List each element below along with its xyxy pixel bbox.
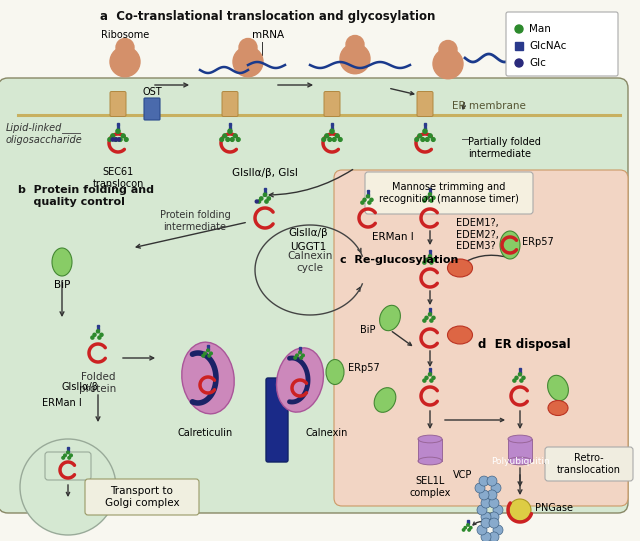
- Text: Calnexin: Calnexin: [305, 428, 348, 438]
- FancyBboxPatch shape: [417, 91, 433, 116]
- Bar: [418, 439, 442, 461]
- Circle shape: [415, 137, 419, 141]
- Circle shape: [257, 200, 260, 203]
- Circle shape: [477, 525, 487, 535]
- Circle shape: [204, 352, 206, 355]
- Circle shape: [98, 336, 101, 339]
- Bar: [515, 42, 523, 50]
- Bar: [97, 328, 99, 330]
- Circle shape: [423, 379, 426, 382]
- Circle shape: [294, 357, 296, 359]
- Circle shape: [423, 199, 426, 202]
- Circle shape: [433, 49, 463, 79]
- Text: Glc: Glc: [529, 58, 546, 68]
- Circle shape: [431, 137, 435, 141]
- Ellipse shape: [548, 400, 568, 415]
- Bar: [429, 191, 431, 193]
- Circle shape: [418, 134, 422, 137]
- Circle shape: [116, 38, 134, 56]
- Circle shape: [487, 490, 497, 500]
- Ellipse shape: [500, 231, 520, 259]
- Text: SEL1L
complex: SEL1L complex: [410, 476, 451, 498]
- Bar: [97, 325, 99, 327]
- FancyBboxPatch shape: [110, 91, 126, 116]
- Circle shape: [518, 373, 522, 376]
- Text: GlsIIα/β: GlsIIα/β: [61, 382, 99, 392]
- Circle shape: [118, 137, 122, 141]
- Circle shape: [220, 137, 223, 141]
- Circle shape: [468, 529, 470, 531]
- Circle shape: [111, 134, 115, 137]
- Circle shape: [111, 138, 115, 141]
- Ellipse shape: [326, 360, 344, 385]
- Circle shape: [108, 137, 111, 141]
- Circle shape: [330, 129, 334, 133]
- Circle shape: [477, 505, 487, 515]
- Text: ER membrane: ER membrane: [452, 101, 526, 111]
- Text: OST: OST: [142, 87, 162, 97]
- Circle shape: [432, 258, 435, 261]
- Text: Man: Man: [529, 24, 551, 34]
- Circle shape: [299, 351, 301, 354]
- Circle shape: [100, 333, 103, 337]
- Text: Retro-
translocation: Retro- translocation: [557, 453, 621, 475]
- FancyBboxPatch shape: [545, 447, 633, 481]
- Circle shape: [110, 47, 140, 77]
- Circle shape: [428, 373, 431, 376]
- Circle shape: [322, 137, 326, 141]
- Circle shape: [202, 354, 205, 357]
- Circle shape: [520, 379, 523, 382]
- Bar: [264, 188, 266, 190]
- Bar: [228, 123, 231, 126]
- Bar: [424, 127, 426, 130]
- Text: ERp57: ERp57: [348, 363, 380, 373]
- Ellipse shape: [447, 326, 472, 344]
- Bar: [67, 450, 69, 452]
- Text: d  ER disposal: d ER disposal: [478, 338, 571, 351]
- Text: Calreticulin: Calreticulin: [177, 428, 232, 438]
- Circle shape: [522, 376, 525, 379]
- Bar: [116, 123, 119, 126]
- Ellipse shape: [418, 457, 442, 465]
- Bar: [429, 368, 431, 370]
- Circle shape: [328, 137, 332, 141]
- Circle shape: [432, 316, 435, 319]
- Circle shape: [223, 134, 227, 137]
- Circle shape: [481, 518, 491, 528]
- Circle shape: [300, 357, 303, 359]
- Circle shape: [432, 376, 435, 379]
- Circle shape: [67, 451, 69, 454]
- Circle shape: [228, 129, 232, 133]
- Text: Partially folded
intermediate: Partially folded intermediate: [468, 137, 541, 159]
- Circle shape: [363, 198, 366, 201]
- Circle shape: [426, 137, 429, 141]
- Ellipse shape: [374, 388, 396, 412]
- Text: Ribosome: Ribosome: [101, 30, 149, 40]
- Circle shape: [234, 134, 237, 137]
- Bar: [429, 250, 431, 252]
- Text: VCP: VCP: [452, 470, 472, 480]
- Bar: [299, 349, 301, 352]
- Circle shape: [430, 261, 433, 264]
- Bar: [519, 371, 521, 373]
- Circle shape: [230, 137, 234, 141]
- Bar: [429, 371, 431, 373]
- Circle shape: [20, 439, 116, 535]
- Circle shape: [479, 476, 489, 486]
- Circle shape: [425, 376, 428, 379]
- Circle shape: [361, 201, 364, 204]
- Text: Folded
protein: Folded protein: [79, 372, 116, 394]
- Circle shape: [425, 258, 428, 261]
- Circle shape: [423, 261, 426, 264]
- Circle shape: [301, 354, 305, 357]
- Circle shape: [97, 330, 100, 333]
- Circle shape: [423, 129, 427, 133]
- Circle shape: [114, 137, 118, 141]
- Circle shape: [428, 255, 431, 258]
- Text: Lipid-linked
oligosaccharide: Lipid-linked oligosaccharide: [6, 123, 83, 144]
- Circle shape: [423, 319, 426, 322]
- Circle shape: [367, 195, 369, 198]
- Text: PNGase: PNGase: [535, 503, 573, 513]
- Circle shape: [430, 319, 433, 322]
